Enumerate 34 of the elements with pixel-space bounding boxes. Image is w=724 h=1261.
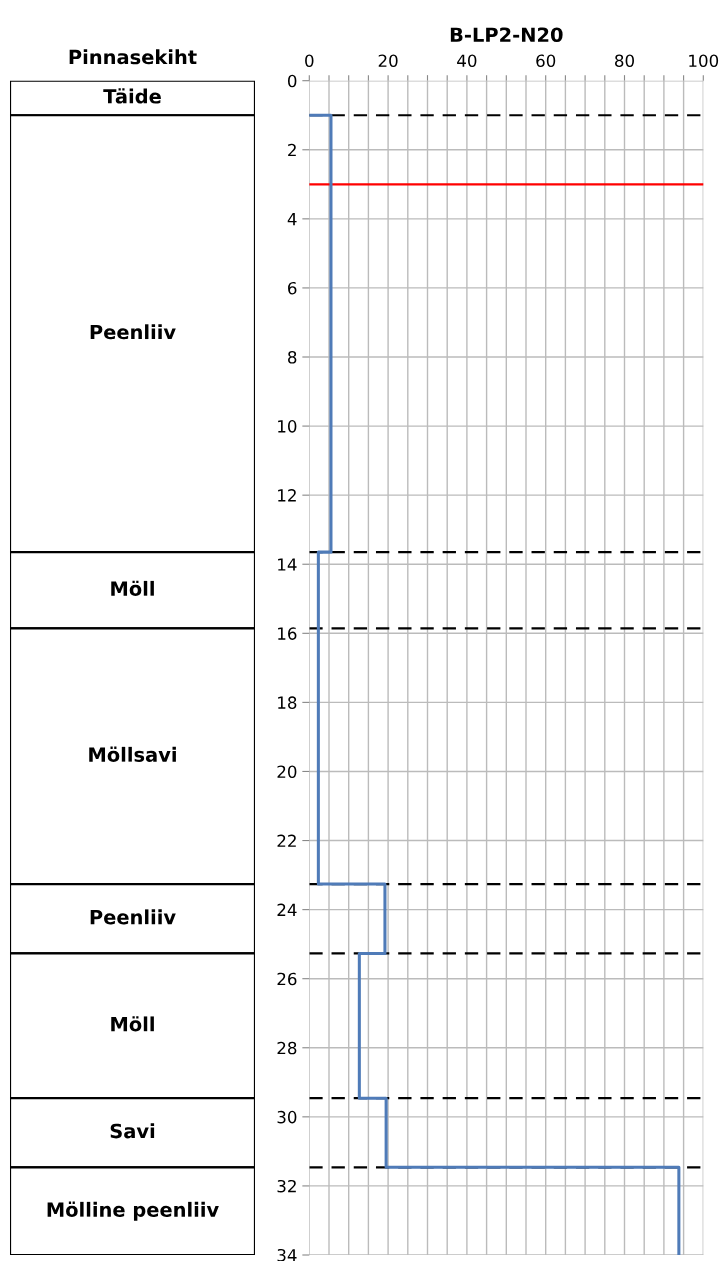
y-tick-label: 30: [277, 1110, 297, 1124]
series-label: Peenliiv: [90, 324, 176, 340]
y-tick-label: 24: [277, 903, 297, 916]
y-tick-label: 16: [278, 627, 297, 640]
y-tick-label: 22: [277, 834, 296, 847]
chart-title: B-LP2-N20: [450, 27, 563, 43]
series-label: Savi: [110, 1123, 155, 1139]
y-tick-label: 34: [277, 1248, 297, 1261]
series-label: Möllsavi: [89, 746, 176, 762]
y-tick-label: 14: [278, 558, 297, 571]
x-tick-label: 20: [378, 54, 398, 68]
y-tick-label: 18: [278, 696, 297, 709]
series-label: Möll: [111, 1016, 154, 1032]
y-tick-label: 8: [288, 350, 297, 364]
x-tick-label: 100: [689, 54, 719, 68]
y-tick-label: 26: [277, 972, 297, 986]
y-tick-label: 10: [278, 420, 297, 433]
y-tick-label: 4: [287, 213, 297, 226]
x-tick-label: 40: [457, 54, 477, 68]
x-tick-label: 60: [536, 54, 556, 68]
y-tick-label: 28: [277, 1041, 297, 1055]
series-label: Täide: [103, 88, 161, 104]
series-label: Peenliiv: [90, 909, 176, 925]
y-tick-label: 2: [288, 143, 296, 157]
series-label: Mölline peenliiv: [47, 1201, 219, 1221]
series-label: Möll: [111, 580, 154, 596]
chart-title: Pinnasekiht: [69, 49, 197, 65]
x-tick-label: 80: [615, 54, 634, 68]
y-tick-label: 12: [278, 489, 296, 502]
y-tick-label: 32: [277, 1179, 296, 1193]
y-tick-label: 20: [277, 765, 297, 779]
x-tick-label: 0: [305, 54, 314, 68]
y-tick-label: 6: [288, 281, 297, 295]
y-tick-label: 0: [287, 74, 297, 88]
